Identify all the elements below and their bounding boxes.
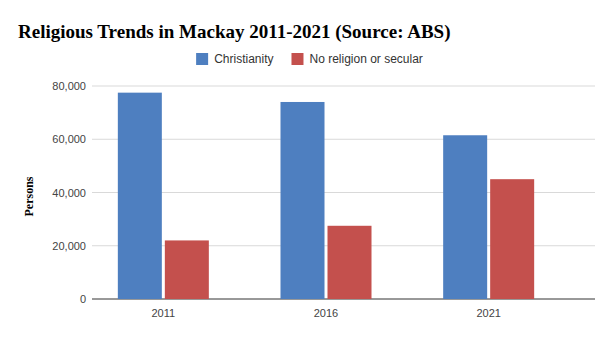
bar [490, 179, 534, 299]
y-tick-label: 0 [80, 293, 86, 305]
legend-label: Christianity [214, 52, 273, 66]
y-tick-label: 20,000 [52, 240, 86, 252]
grid-line [92, 86, 595, 87]
y-axis-label: Persons [22, 176, 36, 216]
chart: Religious Trends in Mackay 2011-2021 (So… [0, 0, 599, 337]
title: Religious Trends in Mackay 2011-2021 (So… [18, 21, 450, 43]
legend-label: No religion or secular [309, 52, 422, 66]
bars [118, 93, 534, 299]
x-tick-label: 2021 [476, 307, 500, 319]
y-tick-label: 60,000 [52, 133, 86, 145]
bar [281, 102, 325, 299]
bar [443, 135, 487, 299]
bar [118, 93, 162, 299]
y-tick-label: 80,000 [52, 80, 86, 92]
bar [328, 226, 372, 299]
y-grid: 0 20,000 40,000 60,000 80,000 [52, 80, 595, 305]
x-tick-label: 2016 [314, 307, 338, 319]
legend: Christianity No religion or secular [196, 52, 423, 66]
legend-swatch [291, 53, 303, 65]
grid-line [92, 139, 595, 140]
x-tick-label: 2011 [152, 307, 176, 319]
bar [165, 240, 209, 299]
legend-swatch [196, 53, 208, 65]
y-tick-label: 40,000 [52, 187, 86, 199]
